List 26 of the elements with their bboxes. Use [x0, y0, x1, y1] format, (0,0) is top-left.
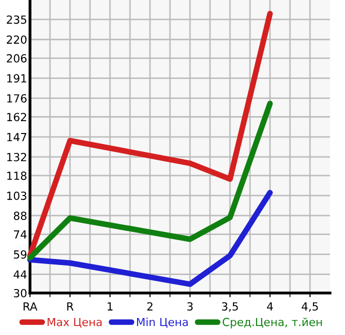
y-tick-label: 176	[7, 94, 27, 103]
x-tick-label: 2	[147, 302, 152, 310]
y-tick-label: 147	[7, 133, 26, 142]
x-tick-label: 4,5	[302, 302, 318, 312]
y-tick-label: 206	[6, 54, 27, 63]
legend-label: Min Цена	[137, 318, 188, 328]
legend-label: Max Цена	[48, 318, 102, 328]
y-tick-label: 162	[7, 112, 26, 122]
y-tick-label: 59	[14, 250, 26, 259]
y-tick-label: 118	[7, 172, 26, 180]
y-tick-label: 44	[14, 270, 27, 279]
y-tick-label: 220	[6, 35, 26, 44]
x-tick-label: 4	[267, 302, 273, 310]
y-tick-label: 103	[7, 192, 26, 200]
x-tick-label: 3	[187, 302, 193, 311]
x-tick-label: R	[67, 302, 74, 310]
x-tick-label: 3,5	[222, 302, 238, 312]
x-tick-label: RA	[24, 302, 38, 310]
x-tick-label: 1	[108, 302, 113, 310]
y-tick-label: 191	[7, 74, 26, 83]
y-tick-label: 74	[14, 230, 27, 239]
legend-label: Сред.Цена, т.йен	[222, 318, 322, 328]
y-tick-label: 235	[6, 15, 26, 24]
y-tick-label: 132	[7, 152, 26, 162]
y-tick-label: 88	[14, 212, 26, 220]
y-tick-label: 30	[14, 288, 26, 298]
